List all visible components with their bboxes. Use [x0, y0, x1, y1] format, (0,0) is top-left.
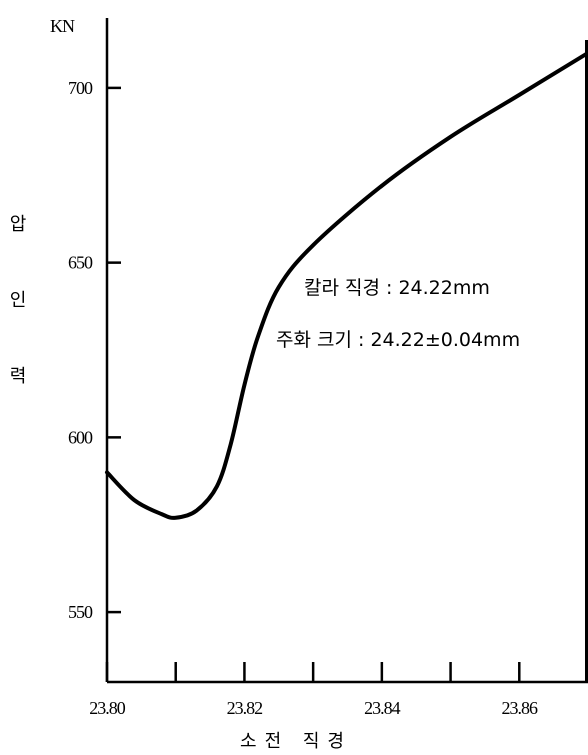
series-group: [105, 50, 588, 520]
y-axis-label: 압인력: [10, 214, 27, 387]
axes: [105, 18, 588, 684]
tick-marks: [105, 86, 521, 682]
y-axis-label-char: 력: [10, 366, 27, 387]
y-tick-label: 650: [68, 253, 93, 273]
x-tick-label: 23.82: [227, 698, 263, 718]
x-tick-label: 23.86: [502, 698, 539, 718]
y-tick-label: 700: [68, 78, 93, 98]
y-axis-label-char: 압: [10, 214, 27, 235]
y-unit-label: KN: [50, 16, 75, 36]
x-axis-label: 소전 직경: [240, 731, 352, 752]
annotation-collar-diameter: 칼라 직경 : 24.22mm: [304, 277, 490, 299]
y-axis-label-char: 인: [10, 290, 27, 311]
y-tick-label: 550: [68, 602, 93, 622]
series-line: [105, 50, 588, 520]
annotation-coin-size: 주화 크기 : 24.22±0.04mm: [276, 329, 520, 351]
tick-labels: 550 600 650 700 23.80 23.82 23.84 23.86: [68, 78, 539, 718]
y-tick-label: 600: [68, 427, 93, 447]
x-tick-label: 23.84: [364, 698, 401, 718]
x-tick-label: 23.80: [89, 698, 126, 718]
